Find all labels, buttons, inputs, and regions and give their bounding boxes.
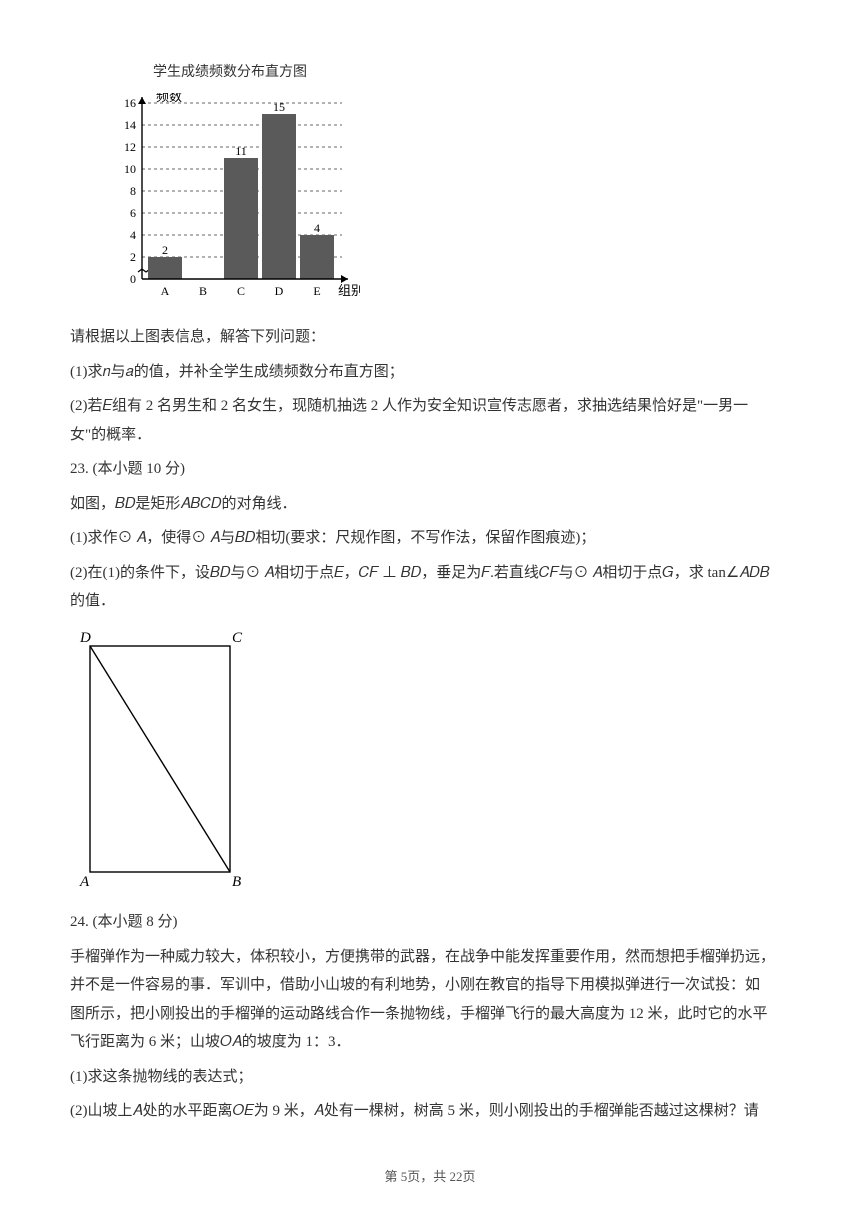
histogram-svg: 0 2 4 6 8 10 12 14 16 2 A B 11 C 15 D 4 E 频数组别: [100, 93, 360, 303]
svg-text:4: 4: [130, 228, 136, 242]
svg-text:0: 0: [130, 272, 136, 286]
problem-23-part1: (1)求作⊙ 𝐴，使得⊙ 𝐴与𝐵𝐷相切(要求：尺规作图，不写作法，保留作图痕迹)…: [70, 524, 790, 553]
problem-23-intro: 如图，𝐵𝐷是矩形𝐴𝐵𝐶𝐷的对角线．: [70, 490, 790, 519]
svg-text:A: A: [79, 874, 90, 890]
svg-text:15: 15: [273, 100, 285, 114]
svg-text:2: 2: [130, 250, 136, 264]
svg-text:8: 8: [130, 184, 136, 198]
problem-24-line-b: 并不是一件容易的事．军训中，借助小山坡的有利地势，小刚在教官的指导下用模拟弹进行…: [70, 971, 790, 1000]
histogram-chart: 学生成绩频数分布直方图 0 2 4 6 8 10 12 14 16 2 A B 11 C 15 D 4 E 频数组别: [100, 60, 790, 313]
problem-24-part1: (1)求这条抛物线的表达式；: [70, 1063, 790, 1092]
svg-text:10: 10: [124, 162, 136, 176]
chart-title: 学生成绩频数分布直方图: [100, 60, 360, 87]
problem-24-heading: 24. (本小题 8 分): [70, 908, 790, 937]
rectangle-svg: D C A B: [70, 626, 250, 892]
svg-text:12: 12: [124, 140, 136, 154]
svg-text:E: E: [313, 284, 320, 298]
intro-line: 请根据以上图表信息，解答下列问题：: [70, 323, 790, 352]
svg-text:组别: 组别: [338, 283, 360, 298]
svg-text:C: C: [232, 630, 243, 646]
svg-text:14: 14: [124, 118, 136, 132]
svg-text:B: B: [199, 284, 207, 298]
problem-24-line-d: 飞行距离为 6 米；山坡𝑂𝐴的坡度为 1：3．: [70, 1028, 790, 1057]
svg-text:4: 4: [314, 221, 320, 235]
svg-text:11: 11: [235, 144, 247, 158]
page-footer: 第 5页，共 22页: [0, 1165, 860, 1190]
question-2-line2: 女"的概率．: [70, 421, 790, 450]
problem-24-line-a: 手榴弹作为一种威力较大，体积较小，方便携带的武器，在战争中能发挥重要作用，然而想…: [70, 943, 790, 972]
problem-23-part2-line1: (2)在(1)的条件下，设𝐵𝐷与⊙ 𝐴相切于点𝐸，𝐶𝐹 ⊥ 𝐵𝐷，垂足为𝐹.若直…: [70, 559, 790, 588]
svg-text:16: 16: [124, 96, 136, 110]
svg-text:D: D: [79, 630, 91, 646]
svg-text:2: 2: [162, 243, 168, 257]
svg-text:B: B: [232, 874, 241, 890]
problem-23-heading: 23. (本小题 10 分): [70, 455, 790, 484]
svg-text:C: C: [237, 284, 245, 298]
svg-text:A: A: [161, 284, 170, 298]
svg-text:D: D: [275, 284, 284, 298]
problem-23-part2-line2: 的值．: [70, 587, 790, 616]
question-2-line1: (2)若𝐸组有 2 名男生和 2 名女生，现随机抽选 2 人作为安全知识宣传志愿…: [70, 392, 790, 421]
svg-text:6: 6: [130, 206, 136, 220]
problem-24-part2: (2)山坡上𝐴处的水平距离𝑂𝐸为 9 米，𝐴处有一棵树，树高 5 米，则小刚投出…: [70, 1097, 790, 1126]
svg-text:频数: 频数: [156, 93, 182, 104]
problem-24-line-c: 图所示，把小刚投出的手榴弹的运动路线合作一条抛物线，手榴弹飞行的最大高度为 12…: [70, 1000, 790, 1029]
question-1: (1)求𝑛与𝑎的值，并补全学生成绩频数分布直方图；: [70, 358, 790, 387]
rectangle-figure: D C A B: [70, 626, 790, 903]
